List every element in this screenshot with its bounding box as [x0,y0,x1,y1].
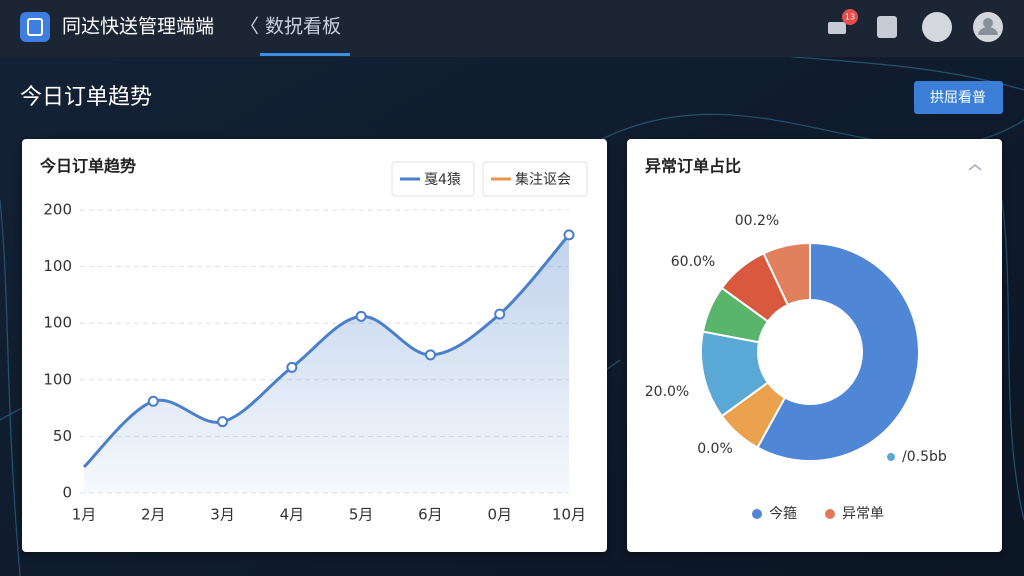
view-button[interactable] [914,81,1003,114]
legend-swatch [825,509,835,519]
y-tick-label: 100 [43,257,72,275]
slice-annotation: 20.0% [645,384,689,400]
view-button-label[interactable]: 拱屈看普 [930,90,986,106]
legend-label: 戛4猿 [424,172,461,188]
point [494,308,506,320]
slice [762,241,811,307]
slice-annotation: 60.0% [671,254,715,270]
legend-label: 集注讴会 [515,171,571,188]
point [286,361,298,373]
y-tick-label: 100 [43,370,72,388]
slice-annotation: 00.2% [735,213,779,229]
legend-swatch [752,509,762,519]
slice [756,241,920,462]
annotation-dot [887,453,895,461]
y-tick-label: 200 [43,201,72,219]
point [355,310,367,322]
breadcrumb[interactable]: 〈 数拀看板 [240,16,341,38]
y-tick-label: 50 [53,427,72,445]
legend-label: 今箍 [769,505,797,522]
y-tick-label: 0 [62,484,72,502]
page-title: 今日订单趋势 [20,85,152,110]
x-tick-label: 1月 [72,506,97,524]
ratio-card [627,139,1002,552]
point [147,395,159,407]
x-tick-label: 3月 [210,506,235,524]
x-tick-label: 4月 [280,506,305,524]
x-tick-label: 2月 [141,506,166,524]
point [217,416,229,428]
legend-box [482,161,588,197]
collapse-icon[interactable] [968,164,982,171]
point [563,229,575,241]
slice-annotation: /0.5bb [902,449,947,465]
notification-badge: 13 [845,13,855,22]
chart-title: 异常订单占比 [645,157,741,176]
x-tick-label: 10月 [552,506,586,524]
x-tick-label: 0月 [487,506,512,524]
area [84,234,569,494]
legend-label: 异常单 [842,506,884,522]
slice-annotation: 0.0% [697,441,733,457]
y-tick-label: 100 [43,314,72,332]
chart-title: 今日订单趋势 [39,157,136,176]
x-tick-label: 6月 [418,506,443,524]
point [424,349,436,361]
x-tick-label: 5月 [349,506,374,524]
legend-box [391,161,475,197]
app-title: 同达快送管理端端 [62,16,214,38]
